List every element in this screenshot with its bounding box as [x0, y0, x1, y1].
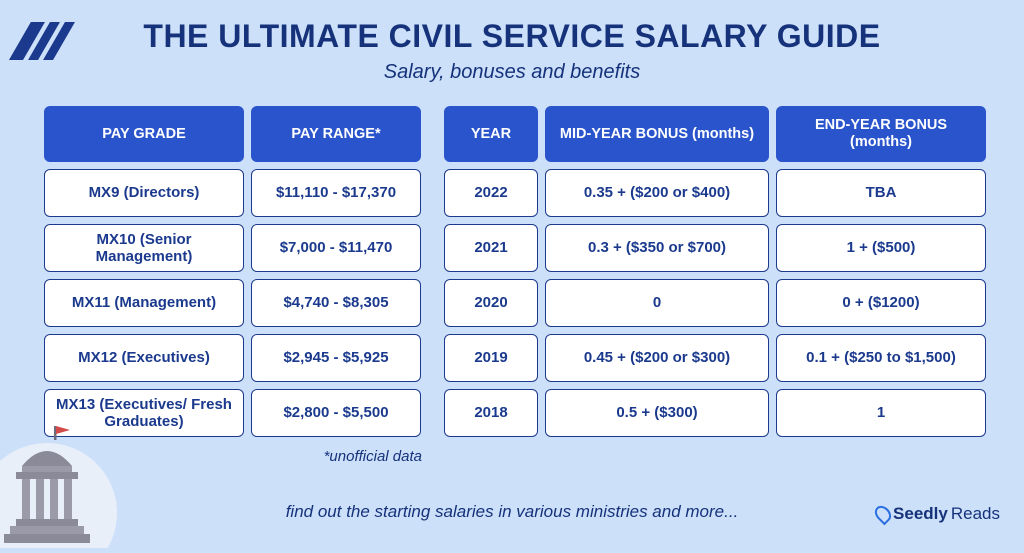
- pay-grade-cell: MX11 (Management): [44, 279, 244, 327]
- year-cell: 2018: [444, 389, 538, 437]
- mid-bonus-cell: 0.5 + ($300): [545, 389, 769, 437]
- pay-range-cell: $4,740 - $8,305: [251, 279, 421, 327]
- header: THE ULTIMATE CIVIL SERVICE SALARY GUIDE …: [0, 0, 1024, 84]
- mid-bonus-cell: 0.35 + ($200 or $400): [545, 169, 769, 217]
- page-subtitle: Salary, bonuses and benefits: [0, 61, 1024, 84]
- year-cell: 2020: [444, 279, 538, 327]
- table-row: 2019 0.45 + ($200 or $300) 0.1 + ($250 t…: [444, 334, 988, 382]
- year-cell: 2022: [444, 169, 538, 217]
- end-bonus-cell: 1 + ($500): [776, 224, 986, 272]
- end-bonus-cell: 0.1 + ($250 to $1,500): [776, 334, 986, 382]
- footer-note: find out the starting salaries in variou…: [0, 502, 1024, 522]
- header-end-year-bonus: END-YEAR BONUS (months): [776, 106, 986, 162]
- tables-container: PAY GRADE PAY RANGE* MX9 (Directors) $11…: [0, 84, 1024, 465]
- header-year: YEAR: [444, 106, 538, 162]
- table-row: 2020 0 0 + ($1200): [444, 279, 988, 327]
- seedly-drop-icon: [872, 503, 895, 526]
- header-mid-year-bonus: MID-YEAR BONUS (months): [545, 106, 769, 162]
- pay-grade-cell: MX9 (Directors): [44, 169, 244, 217]
- decorative-stripes-icon: [20, 26, 66, 56]
- table-row: 2022 0.35 + ($200 or $400) TBA: [444, 169, 988, 217]
- pay-grade-table: PAY GRADE PAY RANGE* MX9 (Directors) $11…: [44, 106, 424, 465]
- year-cell: 2021: [444, 224, 538, 272]
- header-pay-range: PAY RANGE*: [251, 106, 421, 162]
- table-row: 2018 0.5 + ($300) 1: [444, 389, 988, 437]
- mid-bonus-cell: 0.3 + ($350 or $700): [545, 224, 769, 272]
- table-row: MX10 (Senior Management) $7,000 - $11,47…: [44, 224, 424, 272]
- brand-logo: SeedlyReads: [876, 504, 1000, 524]
- mid-bonus-cell: 0.45 + ($200 or $300): [545, 334, 769, 382]
- pay-range-cell: $2,800 - $5,500: [251, 389, 421, 437]
- table-row: MX12 (Executives) $2,945 - $5,925: [44, 334, 424, 382]
- brand-name-thin: Reads: [951, 504, 1000, 524]
- pay-grade-cell: MX12 (Executives): [44, 334, 244, 382]
- table-row: MX9 (Directors) $11,110 - $17,370: [44, 169, 424, 217]
- government-building-icon: [0, 418, 132, 548]
- end-bonus-cell: 1: [776, 389, 986, 437]
- end-bonus-cell: 0 + ($1200): [776, 279, 986, 327]
- table-row: MX11 (Management) $4,740 - $8,305: [44, 279, 424, 327]
- end-bonus-cell: TBA: [776, 169, 986, 217]
- bonus-table: YEAR MID-YEAR BONUS (months) END-YEAR BO…: [444, 106, 988, 465]
- pay-range-cell: $7,000 - $11,470: [251, 224, 421, 272]
- pay-range-cell: $11,110 - $17,370: [251, 169, 421, 217]
- table-row: 2021 0.3 + ($350 or $700) 1 + ($500): [444, 224, 988, 272]
- brand-name-bold: Seedly: [893, 504, 948, 524]
- mid-bonus-cell: 0: [545, 279, 769, 327]
- year-cell: 2019: [444, 334, 538, 382]
- header-pay-grade: PAY GRADE: [44, 106, 244, 162]
- page-title: THE ULTIMATE CIVIL SERVICE SALARY GUIDE: [0, 18, 1024, 55]
- table-header-row: YEAR MID-YEAR BONUS (months) END-YEAR BO…: [444, 106, 988, 162]
- table-header-row: PAY GRADE PAY RANGE*: [44, 106, 424, 162]
- pay-range-cell: $2,945 - $5,925: [251, 334, 421, 382]
- pay-grade-cell: MX10 (Senior Management): [44, 224, 244, 272]
